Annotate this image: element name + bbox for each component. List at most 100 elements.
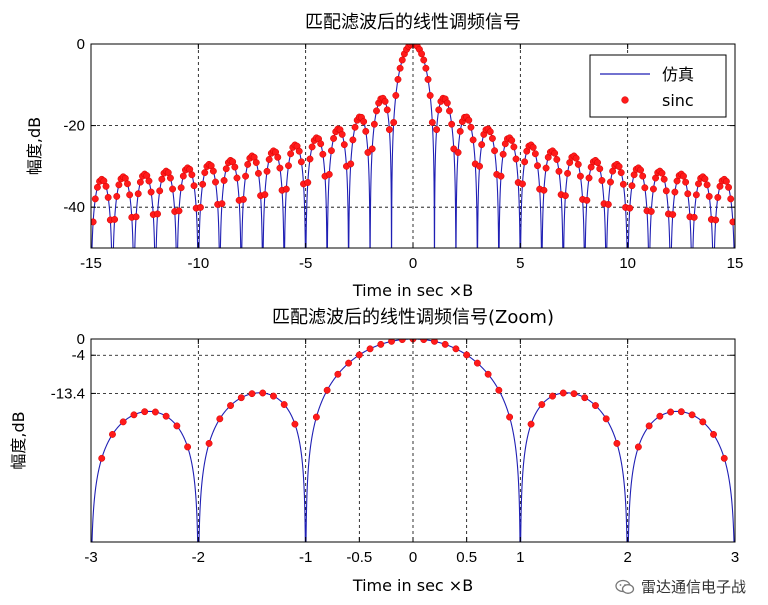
top-chart: -15 -10 -5 0 5 10 15 0 -20 -40 匹配滤波后的线性调频信号 Time in… (25, 12, 743, 300)
watermark-text: 雷达通信电子战 (640, 578, 746, 596)
data-point (486, 128, 494, 136)
data-point (280, 401, 288, 408)
data-point (420, 339, 428, 344)
x-tick-label: 0 (409, 549, 417, 566)
data-point (669, 211, 677, 218)
data-point (338, 130, 346, 138)
data-point (628, 182, 636, 190)
plot-area (91, 339, 735, 542)
x-tick-label: 2 (623, 549, 631, 566)
data-point (259, 389, 267, 397)
data-point (431, 339, 438, 345)
data-point (276, 164, 284, 172)
data-point (484, 370, 492, 378)
data-point (173, 422, 181, 430)
data-point (671, 188, 679, 196)
data-point (136, 178, 144, 186)
data-point (102, 182, 110, 190)
data-point (212, 178, 219, 186)
data-point (469, 136, 477, 144)
data-point (727, 195, 735, 203)
data-point (327, 147, 335, 155)
data-point (306, 155, 314, 163)
data-point (641, 184, 649, 192)
data-point (596, 165, 604, 173)
data-point (583, 196, 591, 204)
chart-title: 匹配滤波后的线性调频信号(Zoom) (272, 307, 554, 328)
data-point (126, 191, 134, 199)
data-point (325, 170, 333, 178)
data-point (304, 179, 312, 186)
data-point (291, 420, 299, 428)
data-point (109, 430, 116, 438)
data-point (239, 195, 247, 203)
data-point (248, 390, 256, 398)
data-point (506, 413, 514, 421)
data-point (398, 339, 406, 344)
data-point (355, 351, 363, 359)
data-point (282, 185, 290, 193)
data-point (626, 204, 634, 212)
grid (91, 339, 735, 542)
data-point (570, 390, 578, 398)
data-point (91, 195, 99, 203)
data-point (162, 412, 170, 420)
y-tick-label: -40 (63, 199, 85, 216)
data-point (398, 56, 406, 64)
data-point (581, 394, 589, 402)
legend-point-swatch (621, 96, 629, 104)
data-point (179, 172, 187, 180)
data-point (426, 92, 434, 99)
data-point (360, 118, 368, 126)
data-point (227, 402, 234, 409)
data-point (188, 171, 196, 179)
data-point (729, 218, 735, 226)
data-point (592, 402, 599, 409)
data-point (467, 123, 475, 131)
data-point (572, 154, 580, 162)
data-point (456, 127, 464, 135)
data-point (617, 169, 625, 177)
data-point (662, 187, 670, 195)
data-point (473, 359, 481, 367)
data-point (720, 454, 728, 462)
data-point (639, 172, 647, 180)
data-point (433, 126, 441, 134)
data-point (270, 392, 277, 400)
data-point (124, 180, 131, 188)
data-point (111, 216, 119, 223)
data-point (319, 150, 327, 158)
data-point (594, 159, 602, 167)
data-point (540, 186, 548, 194)
data-point (166, 174, 174, 182)
data-point (141, 408, 149, 416)
data-point (488, 134, 496, 142)
y-axis-label: 幅度,dB (25, 117, 44, 175)
data-point (115, 181, 123, 189)
x-tick-label: 5 (516, 255, 524, 272)
series-points-sinc (91, 44, 735, 226)
data-point (645, 422, 653, 430)
data-point (722, 177, 730, 185)
data-point (542, 164, 550, 172)
data-point (113, 192, 121, 200)
data-point (551, 149, 559, 157)
data-point (677, 408, 685, 416)
data-point (254, 169, 262, 177)
x-tick-label: 1 (516, 549, 524, 566)
data-point (531, 150, 539, 158)
data-point (476, 162, 483, 170)
data-point (177, 184, 185, 192)
data-point (130, 411, 138, 419)
data-point (287, 150, 295, 158)
data-point (377, 340, 385, 348)
data-point (585, 174, 593, 182)
x-tick-label: 15 (727, 255, 744, 272)
data-point (688, 411, 696, 419)
data-point (465, 116, 473, 124)
data-point (347, 160, 355, 168)
data-point (209, 167, 217, 175)
data-point (158, 175, 166, 183)
data-point (634, 443, 642, 451)
data-point (660, 175, 668, 183)
